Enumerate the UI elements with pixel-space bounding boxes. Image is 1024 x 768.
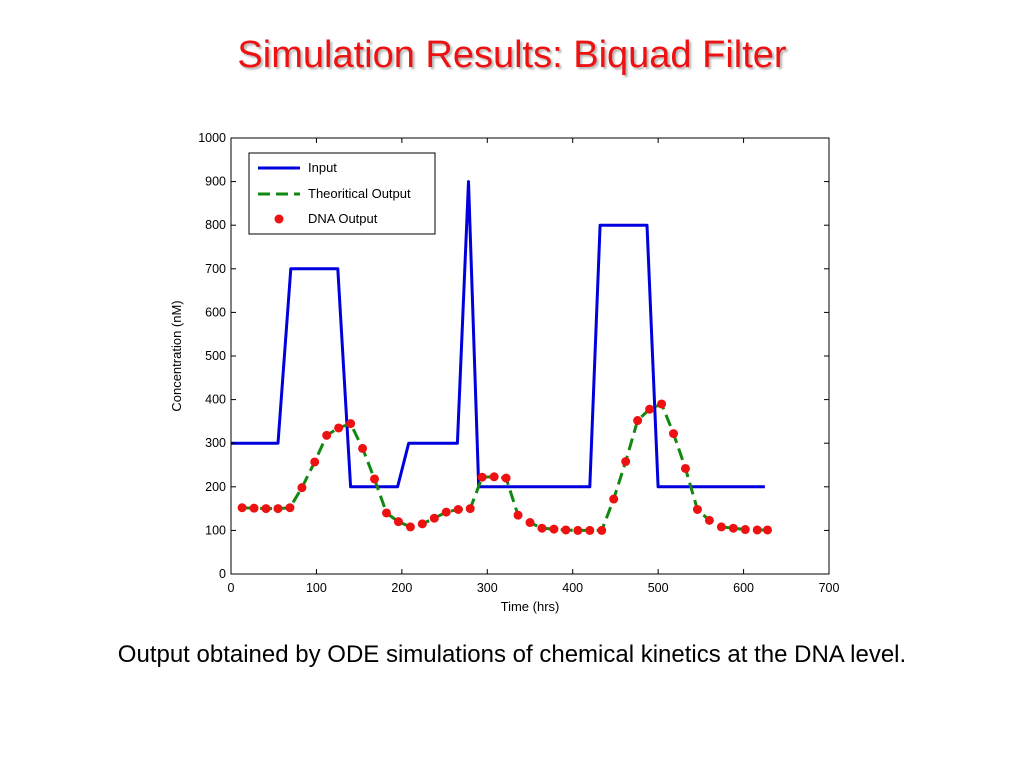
- dna-output-point: [513, 510, 523, 520]
- dna-output-point: [669, 429, 679, 439]
- dna-output-point: [310, 457, 320, 467]
- dna-output-point: [704, 515, 714, 525]
- dna-output-point: [273, 504, 283, 514]
- dna-output-point: [728, 523, 738, 533]
- dna-output-point: [561, 525, 571, 535]
- dna-output-point: [370, 474, 380, 484]
- tick-layer: 0 100 200 300 400 500 600 700 0 100 200 300 400 500 60…: [198, 131, 839, 595]
- legend-input-label: Input: [308, 160, 337, 175]
- dna-output-point: [609, 494, 619, 504]
- dna-output-point: [501, 473, 511, 483]
- y-tick-label: 600: [205, 305, 226, 319]
- dna-output-point: [657, 399, 667, 409]
- dna-output-point: [393, 517, 403, 527]
- y-tick-label: 100: [205, 523, 226, 537]
- dna-output-point: [585, 525, 595, 535]
- dna-output-point: [285, 503, 295, 513]
- legend-dna-marker: [274, 214, 284, 224]
- dna-output-point: [573, 525, 583, 535]
- dna-output-point: [429, 513, 439, 523]
- input-series-line: [231, 180, 765, 489]
- y-tick-label: 1000: [198, 131, 226, 145]
- y-tick-label: 700: [205, 262, 226, 276]
- legend: Input Theoritical Output DNA Output: [248, 152, 436, 235]
- dna-output-point: [645, 404, 655, 414]
- x-tick-label: 200: [391, 581, 412, 595]
- y-tick-label: 800: [205, 218, 226, 232]
- slide-title: Simulation Results: Biquad Filter: [237, 34, 787, 76]
- y-tick-label: 900: [205, 175, 226, 189]
- x-tick-label: 600: [733, 581, 754, 595]
- dna-output-point: [716, 522, 726, 532]
- x-tick-label: 0: [228, 581, 235, 595]
- dna-output-point: [346, 419, 356, 429]
- legend-theoretical-label: Theoritical Output: [308, 186, 411, 201]
- legend-dna-label: DNA Output: [308, 211, 378, 226]
- dna-output-point: [465, 504, 475, 514]
- slide-caption: Output obtained by ODE simulations of ch…: [117, 641, 907, 668]
- dna-output-point: [752, 525, 762, 535]
- y-tick-label: 0: [219, 567, 226, 581]
- dna-output-point: [549, 524, 559, 534]
- dna-output-point: [441, 507, 451, 517]
- x-tick-label: 500: [648, 581, 669, 595]
- dna-output-point: [597, 525, 607, 535]
- dna-output-point: [381, 508, 391, 518]
- x-axis-label: Time (hrs): [501, 599, 560, 614]
- dna-output-point: [405, 522, 415, 532]
- plot-layer: [231, 180, 772, 535]
- y-tick-label: 300: [205, 436, 226, 450]
- dna-output-point: [453, 504, 463, 514]
- dna-output-point: [680, 463, 690, 473]
- x-tick-label: 100: [306, 581, 327, 595]
- dna-output-point: [740, 525, 750, 535]
- y-tick-label: 400: [205, 393, 226, 407]
- dna-output-point: [297, 483, 307, 493]
- dna-output-point: [477, 472, 487, 482]
- x-tick-label: 700: [819, 581, 840, 595]
- y-axis-label: Concentration (nM): [169, 300, 184, 411]
- dna-output-point: [358, 443, 368, 453]
- dna-output-point: [249, 503, 259, 513]
- dna-output-point: [633, 416, 643, 426]
- dna-output-point: [322, 430, 332, 440]
- dna-output-point: [334, 423, 344, 433]
- dna-output-point: [237, 503, 247, 513]
- dna-output-point: [621, 457, 631, 467]
- y-tick-label: 500: [205, 349, 226, 363]
- dna-output-point: [525, 518, 535, 528]
- x-tick-label: 400: [562, 581, 583, 595]
- dna-output-point: [261, 504, 271, 514]
- simulation-chart: 0 100 200 300 400 500 600 700 0 100 200 300 400 500 60…: [169, 131, 839, 614]
- dna-output-point: [489, 472, 499, 482]
- dna-output-point: [537, 523, 547, 533]
- dna-output-point: [762, 525, 772, 535]
- y-tick-label: 200: [205, 480, 226, 494]
- dna-output-point: [417, 519, 427, 529]
- x-tick-label: 300: [477, 581, 498, 595]
- dna-output-point: [692, 504, 702, 514]
